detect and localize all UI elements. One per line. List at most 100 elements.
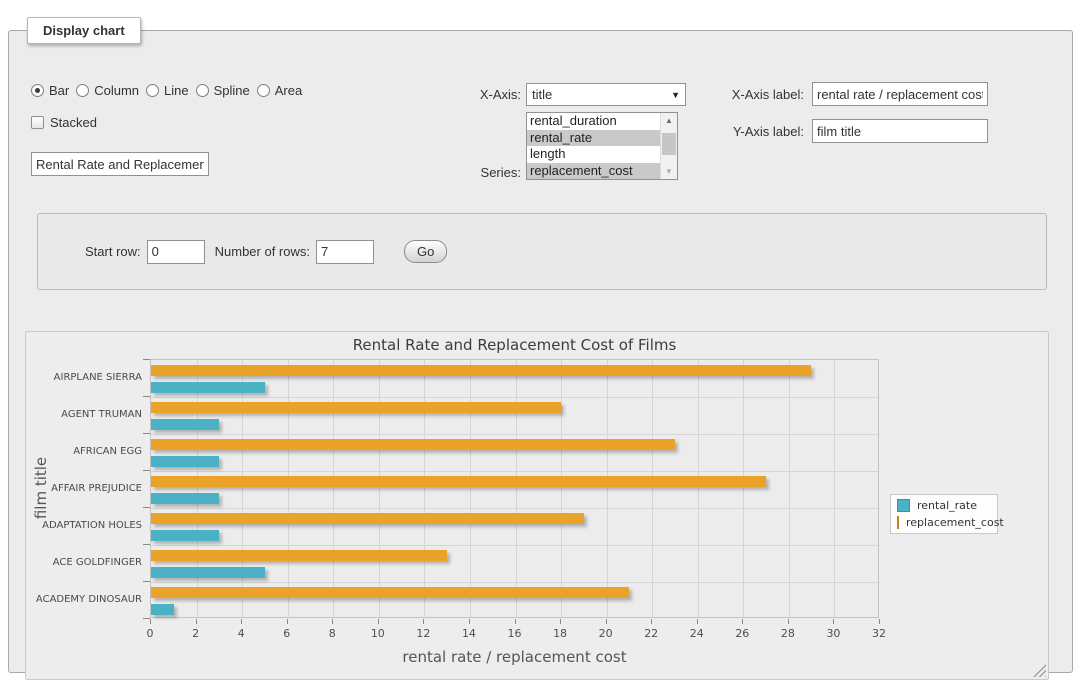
x-tick-label: 2	[176, 627, 216, 640]
radio-label: Bar	[49, 83, 69, 98]
series-option[interactable]: replacement_cost	[527, 163, 660, 180]
x-tick	[378, 619, 379, 624]
x-tick-label: 8	[312, 627, 352, 640]
y-tick	[143, 581, 150, 582]
scrollbar[interactable]: ▲ ▼	[660, 113, 677, 179]
radio-label: Area	[275, 83, 302, 98]
num-rows-input[interactable]	[316, 240, 374, 264]
row-controls-panel: Start row: Number of rows: Go	[37, 213, 1047, 290]
x-tick-label: 32	[859, 627, 899, 640]
radio-icon[interactable]	[196, 84, 209, 97]
x-tick-label: 24	[677, 627, 717, 640]
chart-type-radio-group: Bar Column Line Spline Area	[31, 83, 302, 98]
bar-replacement_cost	[151, 365, 811, 376]
series-option[interactable]: length	[527, 146, 660, 163]
gridline	[379, 360, 380, 617]
y-tick	[143, 618, 150, 619]
chart-type-radio-column[interactable]: Column	[76, 83, 139, 98]
y-tick	[143, 470, 150, 471]
chart-type-radio-line[interactable]: Line	[146, 83, 189, 98]
x-tick-label: 30	[813, 627, 853, 640]
gridline	[834, 360, 835, 617]
x-tick	[150, 619, 151, 624]
x-axis-select[interactable]: title ▼	[526, 83, 686, 106]
x-tick-label: 22	[631, 627, 671, 640]
gridline	[333, 360, 334, 617]
go-button[interactable]: Go	[404, 240, 447, 263]
x-tick	[287, 619, 288, 624]
x-tick	[423, 619, 424, 624]
x-tick-label: 10	[358, 627, 398, 640]
resize-grip-icon[interactable]	[1033, 664, 1046, 677]
chart-type-radio-bar[interactable]: Bar	[31, 83, 69, 98]
x-tick	[742, 619, 743, 624]
x-tick	[697, 619, 698, 624]
y-tick	[143, 433, 150, 434]
scroll-up-icon[interactable]: ▲	[661, 113, 677, 128]
stacked-checkbox[interactable]	[31, 116, 44, 129]
series-option[interactable]: rental_duration	[527, 113, 660, 130]
legend-item: rental_rate	[897, 499, 991, 512]
radio-icon[interactable]	[31, 84, 44, 97]
gridline	[151, 434, 878, 435]
gridline	[561, 360, 562, 617]
radio-icon[interactable]	[76, 84, 89, 97]
x-tick	[515, 619, 516, 624]
gridline	[151, 508, 878, 509]
stacked-label: Stacked	[50, 115, 97, 130]
radio-label: Spline	[214, 83, 250, 98]
bar-replacement_cost	[151, 476, 766, 487]
legend-label: rental_rate	[917, 499, 977, 512]
bar-replacement_cost	[151, 513, 584, 524]
x-tick	[469, 619, 470, 624]
chart-type-radio-spline[interactable]: Spline	[196, 83, 250, 98]
num-rows-label: Number of rows:	[215, 244, 310, 259]
radio-icon[interactable]	[257, 84, 270, 97]
start-row-input[interactable]	[147, 240, 205, 264]
plot-area	[150, 359, 879, 618]
bar-rental_rate	[151, 382, 265, 393]
x-tick-label: 18	[540, 627, 580, 640]
x-tick	[332, 619, 333, 624]
x-axis-selected-value: title	[532, 87, 671, 102]
x-axis-select-label: X-Axis:	[421, 87, 521, 102]
gridline	[789, 360, 790, 617]
series-option[interactable]: rental_rate	[527, 130, 660, 147]
display-chart-panel: Display chart Bar Column Line Spline Area St…	[8, 17, 1073, 673]
chart-title-input[interactable]	[31, 152, 209, 176]
chart-title: Rental Rate and Replacement Cost of Film…	[150, 336, 879, 354]
series-select-label: Series:	[421, 165, 521, 180]
x-tick	[606, 619, 607, 624]
gridline	[652, 360, 653, 617]
scroll-down-icon[interactable]: ▼	[661, 164, 677, 179]
gridline	[151, 397, 878, 398]
bar-rental_rate	[151, 530, 219, 541]
gridline	[151, 545, 878, 546]
x-axis-label-label: X-Axis label:	[704, 87, 804, 102]
x-tick	[879, 619, 880, 624]
radio-label: Line	[164, 83, 189, 98]
x-tick-label: 12	[403, 627, 443, 640]
gridline	[470, 360, 471, 617]
y-axis-label-label: Y-Axis label:	[704, 124, 804, 139]
category-label: AFFAIR PREJUDICE	[26, 483, 142, 494]
y-axis-label-input[interactable]	[812, 119, 988, 143]
bar-rental_rate	[151, 567, 265, 578]
radio-label: Column	[94, 83, 139, 98]
scroll-thumb[interactable]	[662, 133, 676, 155]
series-listbox[interactable]: rental_durationrental_ratelengthreplacem…	[526, 112, 678, 180]
y-tick	[143, 507, 150, 508]
gridline	[151, 471, 878, 472]
x-tick-label: 4	[221, 627, 261, 640]
x-tick	[788, 619, 789, 624]
radio-icon[interactable]	[146, 84, 159, 97]
x-axis-label-input[interactable]	[812, 82, 988, 106]
stacked-option[interactable]: Stacked	[31, 115, 97, 130]
gridline	[197, 360, 198, 617]
panel-title: Display chart	[27, 17, 141, 44]
chart-type-radio-area[interactable]: Area	[257, 83, 302, 98]
x-tick	[196, 619, 197, 624]
category-label: ACADEMY DINOSAUR	[26, 594, 142, 605]
start-row-label: Start row:	[85, 244, 141, 259]
bar-rental_rate	[151, 604, 174, 615]
